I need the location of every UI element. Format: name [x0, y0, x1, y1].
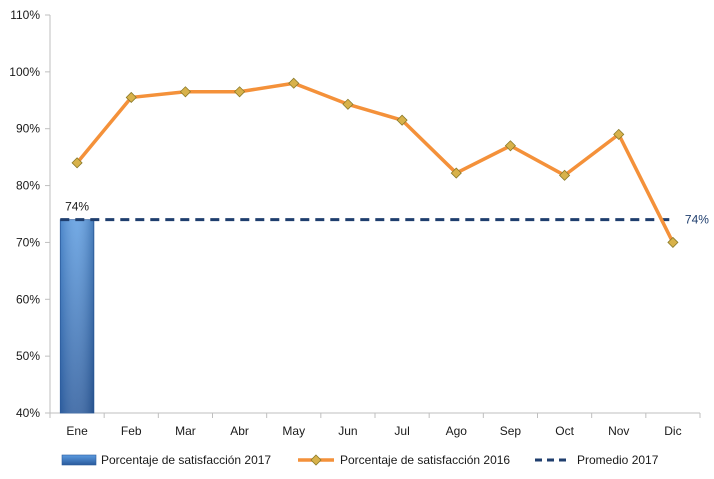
line-point [504, 140, 516, 152]
line-point [234, 86, 246, 98]
x-tick-label: Nov [608, 424, 629, 438]
x-tick-label: Mar [175, 424, 196, 438]
y-axis-ticks: 40% 50% 60% 70% 80% 90% 100% 110% [9, 8, 50, 420]
legend-swatch-bar [61, 454, 97, 466]
legend-label-line: Porcentaje de satisfacción 2016 [340, 453, 510, 467]
x-tick-label: May [282, 424, 305, 438]
legend-label-average: Promedio 2017 [577, 453, 659, 467]
y-tick-label: 70% [16, 235, 40, 249]
y-tick-label: 60% [16, 292, 40, 306]
x-tick-label: Sep [500, 424, 522, 438]
line-point [179, 86, 191, 98]
line-path [75, 81, 675, 244]
y-tick-label: 90% [16, 122, 40, 136]
legend-swatch-marker [310, 454, 322, 466]
y-tick-label: 100% [9, 65, 40, 79]
legend-label-bar: Porcentaje de satisfacción 2017 [101, 453, 271, 467]
y-tick-label: 40% [16, 406, 40, 420]
line-series [71, 77, 679, 248]
line-point [288, 77, 300, 89]
y-tick-label: 80% [16, 179, 40, 193]
x-tick-label: Feb [121, 424, 142, 438]
bar-series [59, 219, 95, 414]
x-tick-label: Dic [664, 424, 681, 438]
line-point [450, 167, 462, 179]
data-labels: 74% 74% [65, 200, 709, 227]
line-point [125, 91, 137, 104]
x-tick-label: Ago [446, 424, 468, 438]
x-tick-label: Oct [555, 424, 574, 438]
axes [49, 15, 700, 414]
line-point [71, 157, 83, 169]
bar-data-label: 74% [65, 200, 89, 214]
legend: Porcentaje de satisfacción 2017 Porcentaj… [61, 453, 659, 467]
x-tick-label: Jul [394, 424, 409, 438]
x-axis-ticks: Ene Feb Mar Abr May Jun Jul Ago Sep Oct Nov Dic [49, 413, 701, 438]
x-tick-label: Jun [338, 424, 357, 438]
x-tick-label: Abr [230, 424, 249, 438]
line-point [667, 236, 679, 248]
y-tick-label: 110% [10, 8, 40, 22]
line-point [342, 98, 354, 110]
y-tick-label: 50% [16, 349, 40, 363]
line-point [613, 128, 625, 140]
average-data-label: 74% [685, 213, 709, 227]
line-point [396, 114, 408, 126]
x-tick-label: Ene [66, 424, 88, 438]
line-point [559, 169, 571, 181]
bar-shading [60, 219, 94, 413]
